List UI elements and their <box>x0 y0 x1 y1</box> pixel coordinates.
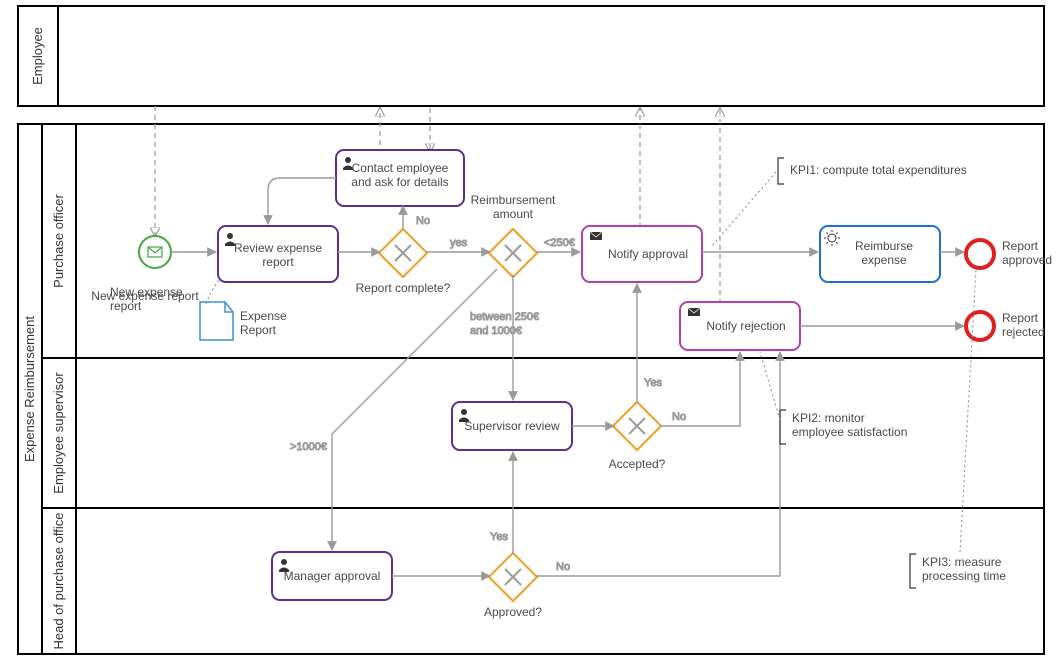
task-notify-approval-label: Notify approval <box>608 247 688 261</box>
svg-text:KPI2: monitor: KPI2: monitor <box>792 411 865 425</box>
pool-employee: Employee <box>18 6 1044 106</box>
svg-text:and 1000€: and 1000€ <box>470 325 522 337</box>
edge-gt1000-label: >1000€ <box>290 441 327 453</box>
svg-text:rejected: rejected <box>1002 325 1045 339</box>
svg-text:and ask for details: and ask for details <box>351 175 448 189</box>
svg-text:expense: expense <box>861 253 907 267</box>
svg-text:Report: Report <box>1002 311 1039 325</box>
edge-no-label: No <box>416 215 430 227</box>
start-event: New expense report New expense report <box>91 236 199 313</box>
edge-g3-no-label: No <box>672 411 686 423</box>
svg-text:amount: amount <box>493 207 534 221</box>
end-event-rejected: Report rejected <box>966 311 1045 340</box>
pool-main-label: Expense Reimbursement <box>22 316 37 462</box>
lane-purchase-officer-label: Purchase officer <box>51 193 66 287</box>
task-supervisor-review-label: Supervisor review <box>464 419 560 433</box>
svg-text:Expense: Expense <box>240 309 287 323</box>
gateway-accepted-label: Accepted? <box>609 457 666 471</box>
lane-employee-supervisor-label: Employee supervisor <box>51 372 66 494</box>
svg-text:Review expense: Review expense <box>234 241 322 255</box>
gateway-report-complete-label: Report complete? <box>356 281 451 295</box>
edge-g4-yes-label: Yes <box>490 531 508 543</box>
task-manager-approval-label: Manager approval <box>284 569 381 583</box>
task-manager-approval: Manager approval <box>272 552 392 600</box>
svg-text:processing time: processing time <box>922 569 1006 583</box>
lane-head-purchase-label: Head of purchase office <box>51 512 66 649</box>
end-event-approved: Report approved <box>966 239 1052 268</box>
edge-g4-no-label: No <box>556 561 570 573</box>
svg-text:approved: approved <box>1002 253 1052 267</box>
kpi1-label: KPI1: compute total expenditures <box>790 163 967 177</box>
bpmn-diagram: Employee Expense Reimbursement Purchase … <box>0 0 1056 664</box>
envelope-icon <box>688 308 700 316</box>
gateway-accepted: Accepted? <box>609 402 666 471</box>
task-reimburse-expense: Reimburse expense <box>820 226 940 282</box>
edge-yes-label: yes <box>450 237 468 249</box>
gateway-approved: Approved? <box>484 553 542 619</box>
task-notify-approval: Notify approval <box>582 226 702 282</box>
data-object-expense-report: Expense Report <box>200 302 287 340</box>
task-review-expense: Review expense report <box>218 226 338 282</box>
gateway-approved-label: Approved? <box>484 605 542 619</box>
svg-text:between 250€: between 250€ <box>470 311 539 323</box>
svg-text:Reimburse: Reimburse <box>855 239 913 253</box>
gateway-report-complete: Report complete? <box>356 229 451 295</box>
svg-text:report: report <box>110 299 142 313</box>
task-notify-rejection: Notify rejection <box>680 302 800 350</box>
svg-text:employee satisfaction: employee satisfaction <box>792 425 907 439</box>
svg-text:New expense: New expense <box>110 285 183 299</box>
task-notify-rejection-label: Notify rejection <box>706 319 785 333</box>
svg-text:Report: Report <box>240 323 277 337</box>
envelope-icon <box>590 232 602 240</box>
task-contact-employee: Contact employee and ask for details <box>336 150 464 206</box>
task-supervisor-review: Supervisor review <box>452 402 572 450</box>
gateway-amount: Reimbursement amount <box>471 193 556 277</box>
svg-text:Contact employee: Contact employee <box>352 161 449 175</box>
edge-g3-yes-label: Yes <box>644 377 662 389</box>
pool-employee-label: Employee <box>30 27 45 85</box>
svg-text:Report: Report <box>1002 239 1039 253</box>
svg-text:report: report <box>262 255 294 269</box>
kpi-annotations: KPI1: compute total expenditures KPI2: m… <box>712 158 1006 588</box>
svg-text:KPI3: measure: KPI3: measure <box>922 555 1002 569</box>
edge-lt250-label: <250€ <box>544 237 575 249</box>
svg-text:Reimbursement: Reimbursement <box>471 193 556 207</box>
